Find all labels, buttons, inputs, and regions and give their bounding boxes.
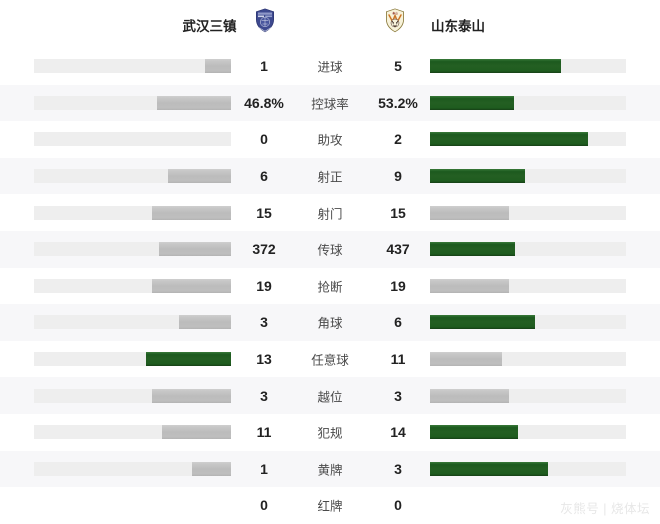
svg-text:泰山: 泰山 <box>391 11 398 15</box>
